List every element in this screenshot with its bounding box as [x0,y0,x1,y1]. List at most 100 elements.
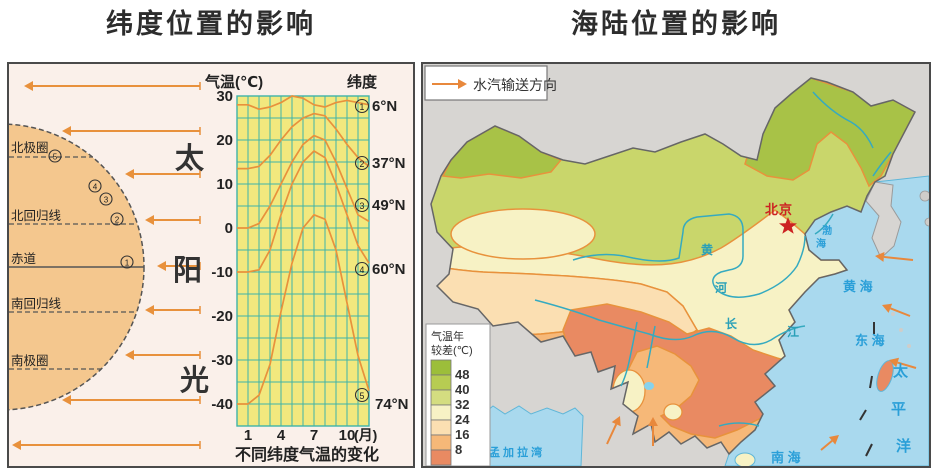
arrow-head [889,357,900,368]
latitude-series-labels: 1 6°N 2 37°N 3 49°N 4 60°N 5 74°N [354,98,409,413]
circled-number-digit: 4 [93,183,98,192]
tropic-cancer-label: 北回归线 [11,209,62,223]
x-unit-label: (月) [354,427,377,443]
circled-number [354,387,370,403]
lake [644,382,654,390]
lat-value-label: 60°N [372,261,406,278]
tropic-capricorn-label: 南回归线 [11,296,62,311]
y-tick-label: -30 [211,352,233,369]
south-sea-label: 南 海 [771,450,801,465]
circled-number [354,197,370,213]
legend-swatch [430,359,452,376]
korea-peninsula [865,181,902,259]
songhua-river [812,91,874,149]
yangtze-char-1: 长 [725,316,738,331]
china-map: 北京 渤 海 黄 海 东 海 太 平 洋 南 海 孟 加 拉 湾 黄 河 长 江… [423,64,929,466]
circled-number-digit: 5 [53,153,58,162]
lat-value-label: 37°N [372,155,406,172]
arrow-head [157,261,166,271]
arrow-head [125,169,134,179]
legend-swatch [430,449,452,466]
arrow-shaft [890,307,911,317]
ussuri-river [872,151,892,177]
lat-value-label: 49°N [372,197,406,214]
bay-of-bengal-sea [478,405,584,466]
legend-swatch [430,374,452,391]
temperature-curves [237,95,370,405]
circled-number [99,192,113,206]
arrow-head [145,305,154,315]
yellow-river [572,213,806,298]
arrow-head [611,416,621,427]
circled-number-digit: 4 [360,265,365,275]
arrow-shaft [897,361,917,369]
liao-river [814,213,834,235]
circled-number [354,98,370,114]
legend-value: 8 [455,442,462,457]
temp-legend-title-2: 较差(℃) [431,343,473,357]
circled-number-digit: 3 [104,196,109,205]
left-panel-title: 纬度位置的影响 [106,9,316,39]
antarctic-circle-label: 南极圈 [11,353,49,368]
bengal-bay-label: 孟 加 拉 湾 [489,445,542,459]
circled-number-digit: 1 [360,102,365,112]
chart-gridlines [236,95,370,427]
arrow-head [62,126,71,136]
temp-curve-49°N [237,134,370,229]
y-axis-ticks: 30 20 10 0 -10 -20 -30 -40 [211,88,233,413]
island [919,190,929,202]
chart-caption: 不同纬度气温的变化 [235,445,379,464]
x-tick-label: 4 [277,427,286,444]
y-tick-label: 10 [216,176,233,193]
legend-value: 48 [455,367,469,382]
temp-curve-74°N [237,213,370,405]
vapor-legend-arrow-icon [432,79,467,89]
arrow-head [62,395,71,405]
equator-label: 赤道 [11,252,37,266]
y-axis-title: 气温(℃) [204,73,263,91]
x-tick-label: 1 [244,427,252,444]
right-panel-title: 海陆位置的影响 [571,9,781,39]
sun-ray-arrows [12,81,201,450]
circled-number [354,155,370,171]
legend-value: 16 [455,427,469,442]
bohai-char-2: 海 [816,237,826,250]
bohai-char-1: 渤 [822,224,832,237]
southwest-river-2 [646,325,656,369]
vapor-arrows [606,252,917,451]
circled-number [120,255,134,269]
arrow-head [648,417,658,426]
lat-value-label: 74°N [375,396,409,413]
legend-swatch [430,434,452,451]
pacific-char-2: 平 [891,401,906,418]
x-axis-ticks: 1 4 7 10(月) [244,427,378,444]
circled-number [48,149,62,163]
pacific-char-3: 洋 [896,437,911,455]
island [907,344,911,348]
globe-circled-numbers: 5 43 2 1 [48,149,134,269]
temp-curve-6°N [237,95,370,111]
y-tick-label: 0 [225,220,233,237]
sun-char-3: 光 [180,364,209,397]
arrow-shaft [606,423,618,445]
temp-legend-title-1: 气温年 [431,329,464,343]
southwest-river-1 [620,321,638,387]
sun-char-1: 太 [175,142,205,175]
y-tick-label: -20 [211,308,233,325]
beijing-star-icon [779,217,797,234]
temp-curve-37°N [237,112,370,170]
arrow-head [828,435,839,445]
arctic-circle-label: 北极圈 [11,141,49,155]
maritime-dashes [859,322,875,457]
yangtze-river [534,299,806,346]
rivers [534,91,892,427]
pearl-river [718,422,760,427]
legend-swatch [430,404,452,421]
x-tick-label: 10 [339,427,356,444]
landsea-influence-panel: 北京 渤 海 黄 海 东 海 太 平 洋 南 海 孟 加 拉 湾 黄 河 长 江… [421,62,931,468]
pacific-char-1: 太 [893,362,909,380]
circled-number [110,212,124,226]
vapor-legend-label: 水汽输送方向 [473,77,557,93]
